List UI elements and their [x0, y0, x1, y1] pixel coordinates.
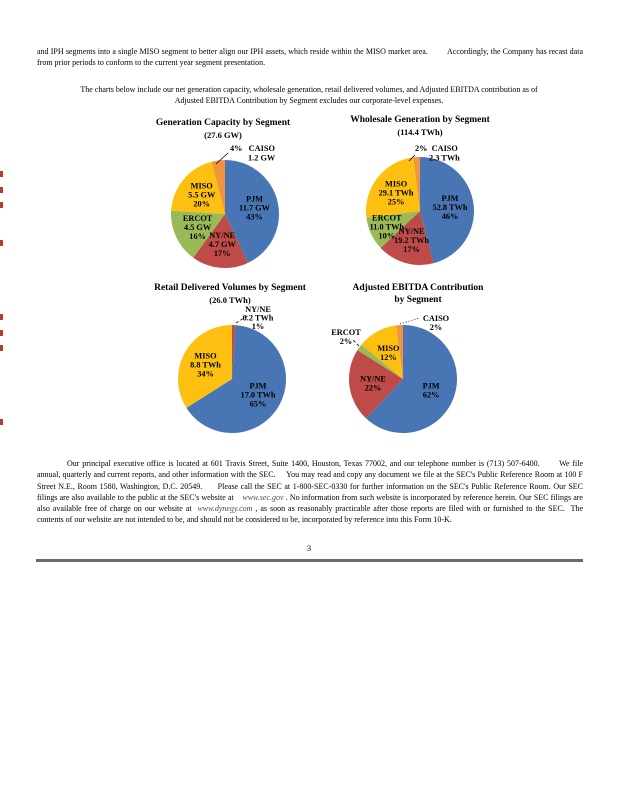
leader-line-caiso: [408, 154, 416, 162]
paragraph-charts-line1: The charts below include our net generat…: [80, 85, 538, 94]
footer-rule: [36, 559, 583, 562]
dynegy-website-link[interactable]: www.dynegy.com: [197, 504, 253, 514]
pie-canvas: PJM 11.7 GW 43%NY/NE 4.7 GW 17%ERCOT 4.5 GW 16…: [171, 144, 279, 269]
chart-subtitle: by Segment: [394, 294, 442, 305]
office-text-3: , as soon as reasonably practicable afte…: [37, 504, 584, 525]
slice-label-ercot: ERCOT 4.5 GW 16%: [183, 214, 213, 241]
pie-slice-caiso: [396, 325, 403, 379]
leader-line-caiso: [399, 317, 420, 325]
pie-slice-caiso: [413, 157, 420, 211]
slice-label-caiso: 2% CAISO 2.3 TWh: [415, 144, 460, 163]
pie-slice-caiso: [211, 160, 225, 214]
sec-website-link[interactable]: www.sec.gov: [242, 492, 284, 502]
slice-label-pjm: PJM 52.8 TWh 46%: [433, 194, 468, 221]
slice-label-ny-ne: NY/NE 0.2 TWh 1%: [243, 305, 274, 331]
slice-label-ercot: ERCOT 11.0 TWh 10%: [370, 214, 405, 241]
slice-label-caiso: CAISO 2%: [423, 314, 450, 332]
pie-canvas: PJM 52.8 TWh 46%NY/NE 19.2 TWh 17%ERCOT 11.0 …: [366, 144, 474, 265]
leader-line-ercot: [352, 339, 360, 347]
paragraph-office-sec-info: Our principal executive office is locate…: [37, 458, 583, 526]
slice-label-ercot: ERCOT 2%: [331, 328, 361, 346]
pie-slice-pjm: [366, 325, 458, 433]
chart-subtitle: (26.0 TWh): [209, 294, 251, 305]
scan-artifact: [0, 419, 3, 425]
chart-subtitle: (27.6 GW): [204, 129, 242, 140]
generation-capacity-chart: Generation Capacity by Segment (27.6 GW)…: [113, 118, 333, 292]
slice-label-miso: MISO 5.5 GW 20%: [188, 182, 216, 209]
office-text-2: . No information from such website is in…: [37, 492, 583, 514]
slice-label-miso: MISO 12%: [377, 344, 400, 362]
pie-slice-miso: [171, 161, 225, 214]
leader-line-ny-ne: [235, 314, 250, 324]
pie-slice-pjm: [186, 325, 287, 434]
pie-slice-miso: [178, 325, 232, 408]
pie-slice-miso: [366, 157, 420, 218]
slice-label-ny-ne: NY/NE 19.2 TWh 17%: [394, 227, 429, 254]
pie-slice-pjm: [225, 160, 279, 263]
scan-artifact: [0, 314, 3, 320]
wholesale-generation-chart: Wholesale Generation by Segment (114.4 T…: [310, 115, 530, 289]
office-text-1: Our principal executive office is locate…: [37, 459, 583, 502]
paragraph-charts-line2: Adjusted EBITDA Contribution by Segment …: [174, 96, 444, 105]
slice-label-pjm: PJM 11.7 GW 43%: [239, 194, 271, 221]
pie-slice-ny-ne: [232, 325, 236, 379]
slice-label-pjm: PJM 17.0 TWh 65%: [241, 381, 276, 408]
slice-label-caiso: 4% CAISO 1.2 GW: [230, 144, 276, 163]
pie-slice-ny-ne: [193, 214, 248, 269]
pie-slice-ercot: [357, 344, 403, 379]
pie-canvas: PJM 62% NY/NE 22% ERCOT 2% MISO 12% CAISO 2%: [331, 314, 458, 433]
adjusted-ebitda-chart: Adjusted EBITDA Contribution by Segment …: [308, 283, 528, 457]
pie-slice-ny-ne: [380, 211, 434, 265]
scan-artifact: [0, 171, 3, 177]
chart-title: Wholesale Generation by Segment: [350, 115, 490, 125]
paragraph-segment-recast: and IPH segments into a single MISO segm…: [37, 47, 583, 67]
leader-line-caiso: [215, 152, 229, 165]
scan-artifact: [0, 187, 3, 193]
chart-title: Adjusted EBITDA Contribution: [352, 283, 484, 293]
chart-subtitle: (114.4 TWh): [397, 126, 443, 137]
pie-slice-pjm: [420, 157, 474, 264]
scan-artifact: [0, 345, 3, 351]
pie-canvas: NY/NE 0.2 TWh 1% PJM 17.0 TWh 65% MISO 8.8 TWh 3…: [178, 305, 287, 434]
chart-title: Generation Capacity by Segment: [155, 118, 291, 128]
scan-artifact: [0, 240, 3, 246]
page-number: 3: [306, 543, 312, 553]
retail-volumes-chart: Retail Delivered Volumes by Segment (26.…: [120, 283, 340, 457]
slice-label-pjm: PJM 62%: [423, 382, 440, 400]
slice-label-miso: MISO 29.1 TWh 25%: [379, 180, 414, 207]
pie-slice-ercot: [366, 211, 420, 248]
pie-slice-ny-ne: [349, 350, 403, 419]
slice-label-ny-ne: NY/NE 22%: [360, 374, 386, 392]
pie-slice-ercot: [171, 210, 225, 258]
slice-label-miso: MISO 8.8 TWh 34%: [190, 351, 221, 378]
slice-label-ny-ne: NY/NE 4.7 GW 17%: [209, 231, 237, 258]
scan-artifact: [0, 330, 3, 336]
scan-artifact: [0, 202, 3, 208]
paragraph-charts-description: The charts below include our net generat…: [49, 84, 569, 106]
pie-slice-miso: [361, 325, 403, 379]
chart-title: Retail Delivered Volumes by Segment: [154, 283, 306, 293]
